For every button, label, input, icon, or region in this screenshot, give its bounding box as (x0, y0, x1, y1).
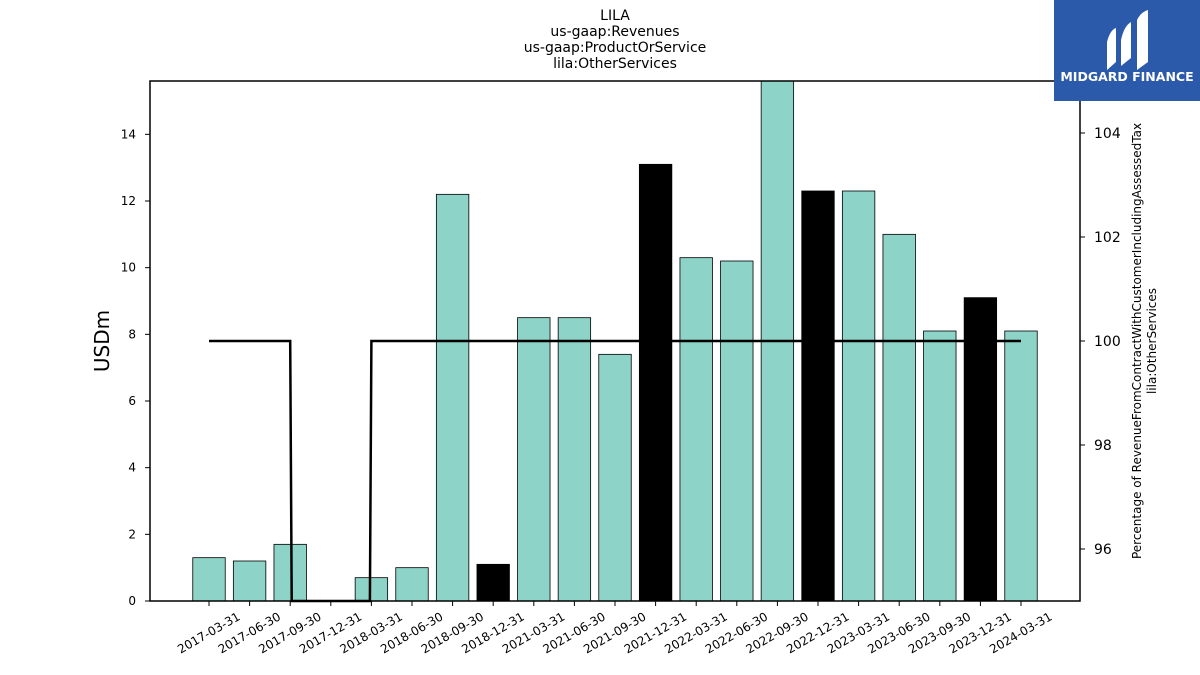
bar-2018-06-30 (395, 567, 429, 602)
bar-2023-12-31 (963, 297, 998, 602)
bar-2023-03-31 (841, 190, 876, 602)
logo: MIDGARD FINANCE (1054, 0, 1200, 101)
y-tick-label: 14 (121, 127, 136, 141)
y-axis-label: USDm (90, 310, 114, 372)
title-line-2: us-gaap:Revenues (550, 24, 679, 40)
bar-2021-09-30 (598, 353, 632, 602)
y2-tick-label: 104 (1094, 126, 1121, 142)
y-axis-left: 0 2 4 6 8 10 12 14 (121, 127, 150, 608)
y-tick-label: 8 (128, 327, 136, 341)
bar-2022-06-30 (720, 260, 754, 602)
bar-2017-06-30 (232, 560, 267, 602)
logo-mark-icon (1107, 10, 1148, 70)
y-tick-label: 10 (121, 261, 136, 275)
bar-2017-03-31 (192, 557, 226, 602)
title-line-1: LILA (600, 8, 630, 24)
chart-title: LILA us-gaap:Revenues us-gaap:ProductOrS… (524, 8, 707, 72)
y-tick-label: 0 (128, 594, 136, 608)
y-tick-label: 2 (128, 527, 136, 541)
y-tick-label: 4 (128, 461, 136, 475)
bar-2023-09-30 (923, 330, 957, 602)
y2-tick-label: 96 (1094, 542, 1112, 558)
y2-tick-label: 102 (1094, 230, 1121, 246)
bar-2022-03-31 (679, 257, 713, 602)
bar-2018-03-31 (354, 577, 389, 602)
bar-2022-12-31 (801, 190, 835, 602)
y2-axis-label: Percentage of RevenueFromContractWithCus… (1130, 123, 1159, 559)
title-line-4: lila:OtherServices (553, 56, 677, 72)
bar-2024-03-31 (1004, 330, 1038, 602)
title-line-3: us-gaap:ProductOrService (524, 40, 707, 56)
y2-axis-label-line-2: lila:OtherServices (1145, 288, 1159, 394)
bar-2018-12-31 (476, 563, 510, 602)
bar-2021-06-30 (557, 317, 592, 602)
logo-text: MIDGARD FINANCE (1060, 69, 1193, 84)
y-tick-label: 12 (121, 194, 136, 208)
bar-2021-12-31 (638, 163, 673, 602)
y2-axis-label-line-1: Percentage of RevenueFromContractWithCus… (1130, 123, 1144, 559)
bars-group (192, 80, 1038, 602)
y-tick-label: 6 (128, 394, 136, 408)
x-axis: 2017-03-312017-06-302017-09-302017-12-31… (175, 601, 1055, 656)
bar-2021-03-31 (517, 317, 551, 602)
y2-tick-label: 100 (1094, 334, 1121, 350)
bar-2018-09-30 (435, 193, 470, 602)
bar-2023-06-30 (882, 233, 916, 602)
y-axis-right: 96 98 100 102 104 (1080, 126, 1121, 558)
y2-tick-label: 98 (1094, 438, 1112, 454)
